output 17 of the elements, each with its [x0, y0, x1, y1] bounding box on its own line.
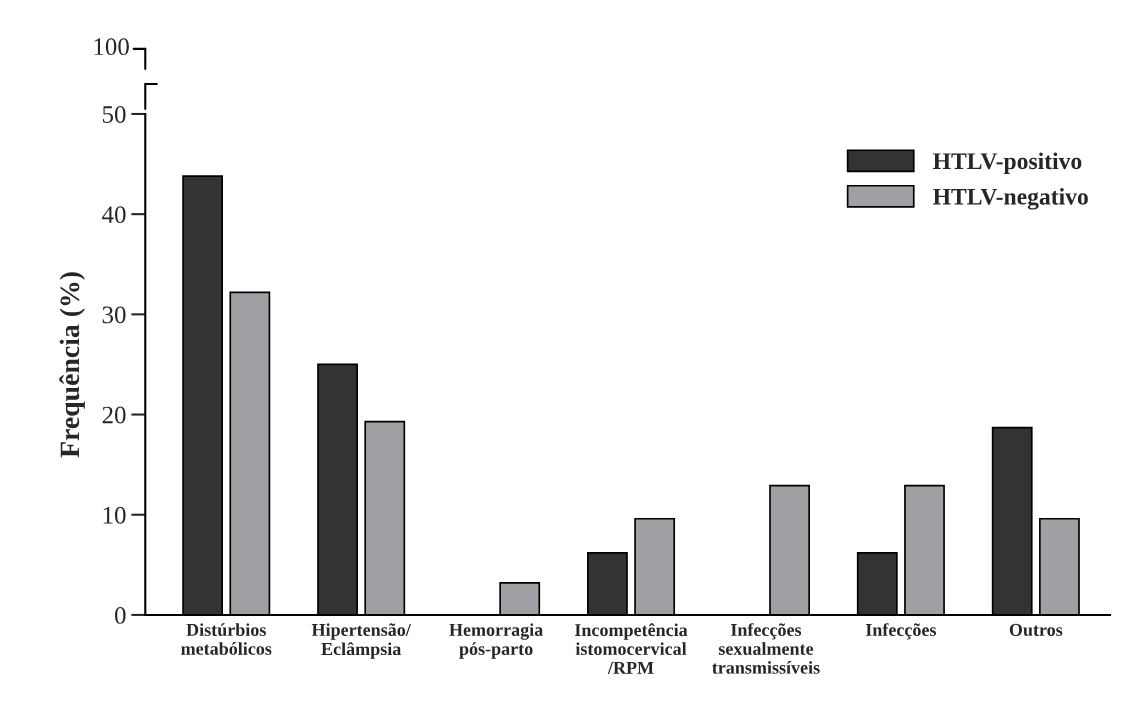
y-tick-label: 20	[102, 406, 126, 424]
x-tick-label: Infecções	[865, 623, 937, 640]
legend-label: HTLV-positivo	[933, 152, 1082, 174]
y-tick-label: 40	[102, 206, 126, 224]
text: 100	[94, 38, 129, 56]
x-tick-label: Hipertensão/ Eclâmpsia	[311, 623, 411, 659]
y-tick-label: 30	[102, 306, 126, 324]
x-tick-label: Incompetência istomocervical /RPM	[574, 623, 688, 674]
y-axis-title: Frequência (%)	[59, 272, 85, 458]
x-tick-label: Hemorragia pós-parto	[449, 623, 543, 659]
x-tick-label: Distúrbios metabólicos	[181, 623, 272, 655]
y-tick-label: 50	[102, 106, 126, 123]
y-tick-label: 10	[103, 506, 126, 524]
x-tick-label: Infecções sexualmente transmissíveis	[712, 623, 820, 674]
x-tick-label: Outros	[1009, 623, 1063, 636]
legend-label: HTLV-negativo	[933, 188, 1088, 210]
y-tick-label: 0	[114, 606, 126, 624]
